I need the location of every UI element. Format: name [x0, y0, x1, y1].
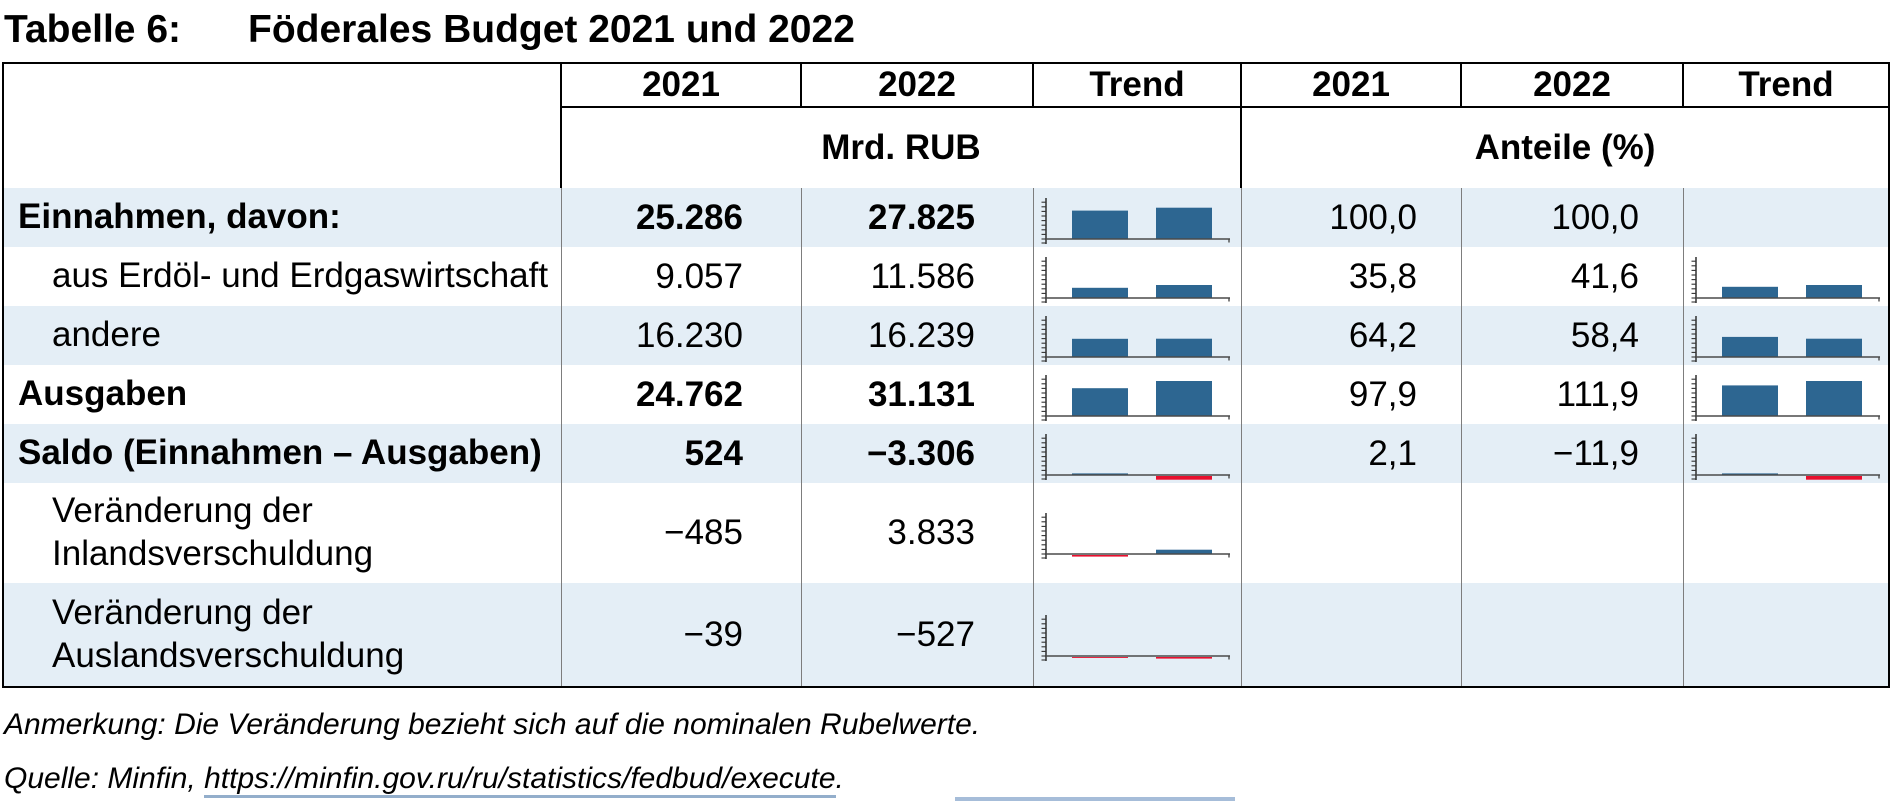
source-link[interactable]: https://minfin.gov.ru/ru/statistics/fedb… [204, 762, 836, 798]
note-anmerkung: Anmerkung: Die Veränderung bezieht sich … [4, 708, 981, 741]
source-suffix: . [835, 762, 844, 795]
cell-ant-2021 [1242, 483, 1462, 583]
cell-mrd-2022: −527 [802, 583, 1034, 686]
cell-ant-2022: 100,0 [1462, 188, 1684, 247]
trend-sparkline-ant [1690, 425, 1884, 483]
trend-sparkline-ant [1690, 366, 1884, 424]
budget-table: 2021 2022 Trend 2021 2022 Trend Mrd. RUB… [2, 62, 1890, 688]
row-label-erdoel: aus Erdöl- und Erdgaswirtschaft [4, 247, 562, 306]
trend-sparkline-mrd [1040, 366, 1234, 424]
cell-ant-2021 [1242, 583, 1462, 686]
col-header-2021-mrd: 2021 [562, 64, 802, 108]
cell-mrd-2021: 25.286 [562, 188, 802, 247]
col-header-2021-ant: 2021 [1242, 64, 1462, 108]
source-prefix: Quelle: Minfin, [4, 762, 205, 795]
group-header-mrd-rub: Mrd. RUB [562, 108, 1242, 188]
cell-ant-2022 [1462, 483, 1684, 583]
cell-ant-2021: 2,1 [1242, 424, 1462, 483]
cell-mrd-2022: −3.306 [802, 424, 1034, 483]
trend-sparkline-mrd [1040, 189, 1234, 247]
cell-mrd-2021: −485 [562, 483, 802, 583]
col-header-2022-mrd: 2022 [802, 64, 1034, 108]
cell-mrd-2022: 16.239 [802, 306, 1034, 365]
table-number: Tabelle 6: [4, 8, 182, 51]
cutoff-underline [955, 797, 1235, 801]
cell-mrd-2022: 3.833 [802, 483, 1034, 583]
col-header-2022-ant: 2022 [1462, 64, 1684, 108]
note-quelle: Quelle: Minfin, https://minfin.gov.ru/ru… [4, 759, 1890, 798]
cell-mrd-2021: 9.057 [562, 247, 802, 306]
cell-mrd-2022: 11.586 [802, 247, 1034, 306]
cell-ant-2022: 58,4 [1462, 306, 1684, 365]
cell-ant-2021: 100,0 [1242, 188, 1462, 247]
cell-ant-2021: 97,9 [1242, 365, 1462, 424]
col-header-trend-ant: Trend [1684, 64, 1888, 108]
cell-mrd-2022: 27.825 [802, 188, 1034, 247]
cell-mrd-2021: 524 [562, 424, 802, 483]
table-heading: Föderales Budget 2021 und 2022 [248, 8, 855, 51]
cell-mrd-2021: 24.762 [562, 365, 802, 424]
cell-ant-2022: 111,9 [1462, 365, 1684, 424]
row-label-ausgaben: Ausgaben [4, 365, 562, 424]
cell-ant-2022: −11,9 [1462, 424, 1684, 483]
trend-sparkline-mrd [1040, 606, 1234, 664]
row-label-inlandsverschuldung: Veränderung der Inlandsverschuldung [4, 483, 562, 583]
trend-sparkline-ant [1690, 248, 1884, 306]
cell-ant-2021: 35,8 [1242, 247, 1462, 306]
trend-sparkline-mrd [1040, 248, 1234, 306]
row-label-saldo: Saldo (Einnahmen – Ausgaben) [4, 424, 562, 483]
col-header-trend-mrd: Trend [1034, 64, 1242, 108]
trend-sparkline-mrd [1040, 504, 1234, 562]
row-label-andere: andere [4, 306, 562, 365]
cell-ant-2021: 64,2 [1242, 306, 1462, 365]
row-label-einnahmen: Einnahmen, davon: [4, 188, 562, 247]
table-title: Tabelle 6: Föderales Budget 2021 und 202… [4, 8, 1890, 52]
cell-mrd-2021: 16.230 [562, 306, 802, 365]
trend-sparkline-mrd [1040, 425, 1234, 483]
group-header-anteile: Anteile (%) [1474, 128, 1656, 167]
row-label-auslandsverschuldung: Veränderung der Auslandsverschuldung [4, 583, 562, 686]
cell-ant-2022 [1462, 583, 1684, 686]
trend-sparkline-mrd [1040, 307, 1234, 365]
corner-cell [4, 64, 562, 188]
cell-mrd-2021: −39 [562, 583, 802, 686]
cell-ant-2022: 41,6 [1462, 247, 1684, 306]
cell-mrd-2022: 31.131 [802, 365, 1034, 424]
trend-sparkline-ant [1690, 307, 1884, 365]
